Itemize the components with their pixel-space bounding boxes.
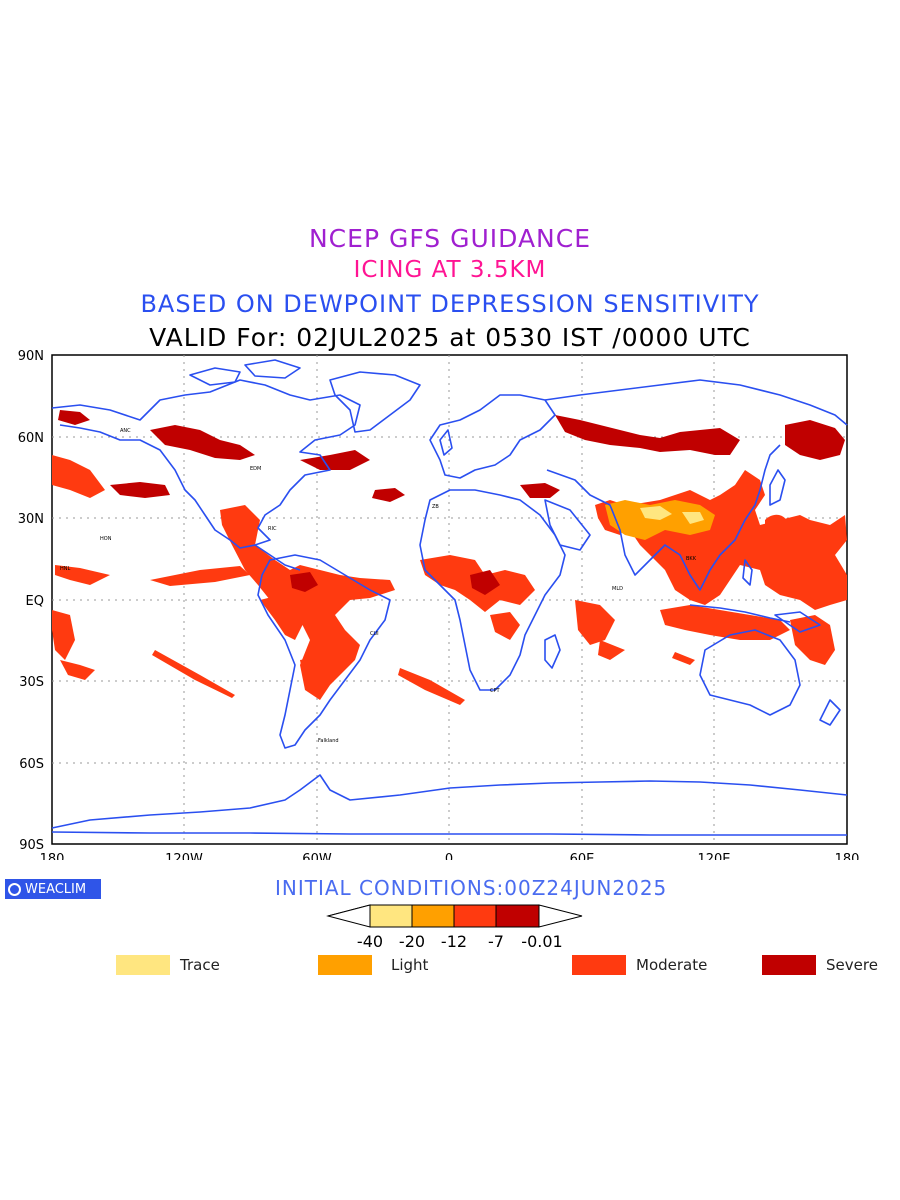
city-label: HON xyxy=(100,536,112,542)
city-label: ANC xyxy=(120,428,131,434)
colorbar-high-arrow xyxy=(538,904,583,928)
lon-axis: 180 120W 60W 0 60E 120E 180 xyxy=(40,852,860,860)
colorbar-box-moderate xyxy=(453,904,497,928)
logo-text: WEACLIM xyxy=(25,881,87,897)
city-labels: ANC HON Falkland CPT ZB EDM MLD BKK HNL … xyxy=(60,428,697,744)
colorbar-tick: -20 xyxy=(399,932,425,951)
initial-conditions: INITIAL CONDITIONS:00Z24JUN2025 xyxy=(275,876,668,900)
lon-tick-label: 120E xyxy=(697,852,730,860)
lon-tick-label: 180 xyxy=(835,852,860,860)
colorbar: -40 -20 -12 -7 -0.01 xyxy=(326,904,583,951)
legend-label: Moderate xyxy=(636,956,708,974)
legend-label: Trace xyxy=(180,956,220,974)
title-valid-time: VALID For: 02JUL2025 at 0530 IST /0000 U… xyxy=(149,323,751,352)
lat-tick-label: 60S xyxy=(19,757,44,772)
city-label: CUI xyxy=(370,631,379,637)
coastlines xyxy=(51,359,848,836)
title-method: BASED ON DEWPOINT DEPRESSION SENSITIVITY xyxy=(140,290,760,318)
logo-ring-icon xyxy=(8,882,21,896)
lon-tick-label: 180 xyxy=(40,852,65,860)
icing-light-areas xyxy=(605,500,715,540)
legend-swatch xyxy=(572,955,626,975)
lon-tick-label: 60E xyxy=(570,852,595,860)
city-label: HNL xyxy=(60,566,71,572)
colorbar-box-severe xyxy=(495,904,540,928)
title-model: NCEP GFS GUIDANCE xyxy=(308,224,591,253)
map-gridlines xyxy=(52,355,847,844)
city-label: BKK xyxy=(686,556,697,562)
lon-tick-label: 60W xyxy=(302,852,332,860)
icing-severe-areas xyxy=(58,410,845,595)
map-panel: ANC HON Falkland CPT ZB EDM MLD BKK HNL … xyxy=(18,349,860,860)
lat-tick-label: 30S xyxy=(19,675,44,690)
icing-moderate-areas xyxy=(52,455,847,705)
colorbar-tick: -12 xyxy=(441,932,467,951)
lat-tick-label: 90S xyxy=(19,838,44,853)
legend-swatch xyxy=(762,955,816,975)
colorbar-tick: -7 xyxy=(488,932,504,951)
lon-tick-label: 0 xyxy=(445,852,453,860)
colorbar-low-arrow-tip xyxy=(326,904,371,928)
colorbar-box-trace xyxy=(369,904,413,928)
lon-tick-label: 120W xyxy=(165,852,203,860)
city-label: CPT xyxy=(490,688,501,694)
lat-tick-label: 60N xyxy=(18,431,44,446)
legend-label: Severe xyxy=(826,956,878,974)
colorbar-tick: -40 xyxy=(357,932,383,951)
city-label: EDM xyxy=(250,466,261,472)
lat-tick-label: 30N xyxy=(18,512,44,527)
city-label: Falkland xyxy=(318,738,339,744)
legend-swatch xyxy=(116,955,170,975)
colorbar-box-light xyxy=(411,904,455,928)
legend-label: Light xyxy=(391,956,429,974)
city-label: MLD xyxy=(612,586,623,592)
weaclim-logo: WEACLIM xyxy=(5,879,101,899)
colorbar-tick: -0.01 xyxy=(521,932,562,951)
lat-tick-label: 90N xyxy=(18,349,44,364)
city-label: RIC xyxy=(268,526,277,532)
lat-tick-label: EQ xyxy=(26,594,44,609)
lat-axis: 90N 60N 30N EQ 30S 60S 90S xyxy=(18,349,44,853)
city-label: ZB xyxy=(432,504,439,510)
legend-swatch xyxy=(318,955,372,975)
title-product: ICING AT 3.5KM xyxy=(353,257,547,283)
